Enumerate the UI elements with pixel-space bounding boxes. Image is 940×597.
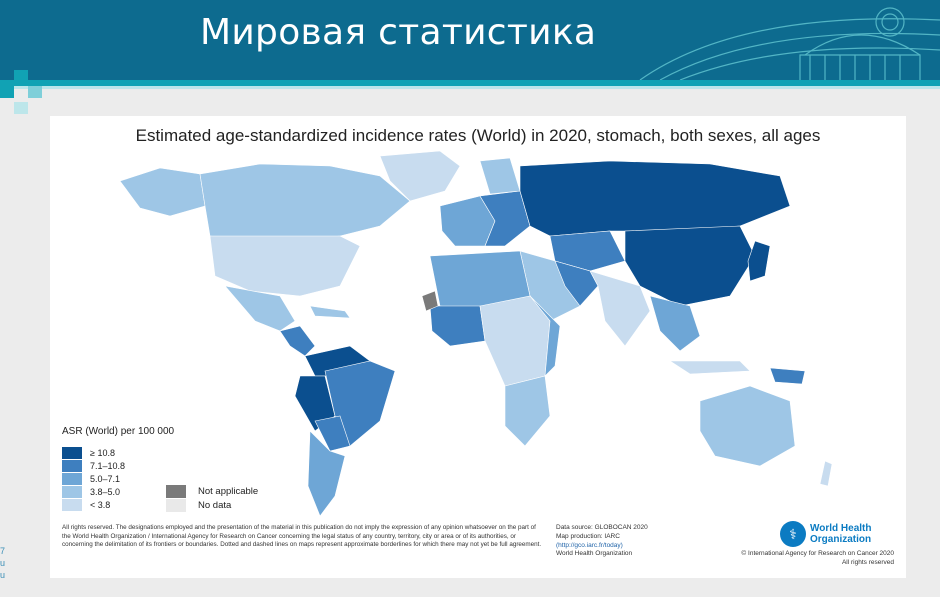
deco-square [14, 70, 28, 82]
legend-swatch [62, 473, 82, 485]
who-name: World Health Organization [810, 523, 871, 545]
region-new-zealand [819, 460, 833, 487]
legend-item: < 3.8 [62, 499, 110, 511]
region-south-asia [589, 270, 651, 347]
copyright: © International Agency for Research on C… [634, 549, 894, 567]
slide-title: Мировая статистика [200, 12, 597, 53]
region-japan-korea [747, 240, 771, 282]
left-edge-text: 7 u u [0, 545, 5, 581]
region-east-africa [529, 295, 561, 377]
region-central-america [279, 325, 316, 357]
legend-label: < 3.8 [90, 500, 111, 510]
source-line: Map production: IARC [556, 532, 620, 540]
legend-label: No data [198, 499, 232, 511]
legend-label: Not applicable [198, 485, 259, 497]
region-greenland [379, 150, 461, 202]
deco-square [28, 86, 42, 98]
legend-swatch [62, 447, 82, 459]
legend-item: 7.1–10.8 [62, 460, 125, 472]
legend-swatch [166, 484, 186, 498]
source-line: World Health Organization [556, 550, 633, 558]
copyright-line: All rights reserved [841, 559, 894, 566]
header-stripe-light [0, 86, 940, 89]
legend-swatch [62, 460, 82, 472]
legend-item: ≥ 10.8 [62, 447, 115, 459]
legend-label: 5.0–7.1 [90, 474, 121, 484]
region-indonesia [668, 360, 751, 375]
who-line: Organization [810, 534, 872, 545]
deco-square [14, 102, 28, 114]
legend-label: 3.8–5.0 [90, 487, 121, 497]
source-link[interactable]: (http://gco.iarc.fr/today) [556, 541, 623, 549]
region-scandinavia [479, 157, 521, 195]
header-band: Мировая статистика [0, 0, 940, 80]
legend-swatch [62, 499, 82, 511]
region-central-asia [549, 230, 626, 272]
legend-item: 5.0–7.1 [62, 473, 120, 485]
region-mexico [224, 285, 296, 332]
region-southern-africa [504, 375, 551, 447]
legend-title: ASR (World) per 100 000 [62, 426, 175, 437]
edge-char: u [0, 570, 6, 580]
world-choropleth-map [119, 150, 833, 517]
map-card: Estimated age-standardized incidence rat… [50, 116, 906, 578]
region-alaska [119, 167, 206, 217]
region-china-mongolia [624, 225, 756, 307]
legend-label: ≥ 10.8 [90, 448, 115, 458]
map-title: Estimated age-standardized incidence rat… [135, 126, 821, 145]
disclaimer-text: All rights reserved. The designations em… [62, 524, 542, 549]
deco-square [0, 86, 14, 98]
source-line: Data source: GLOBOCAN 2020 [556, 524, 648, 531]
region-west-africa [429, 305, 486, 347]
region-bolivia-paraguay [314, 415, 351, 452]
legend-swatch [62, 486, 82, 498]
region-canada [199, 163, 411, 242]
region-argentina-chile [307, 430, 346, 517]
region-western-sahara [421, 290, 439, 312]
data-source: Data source: GLOBOCAN 2020 Map productio… [556, 524, 706, 559]
who-line: World Health [810, 523, 872, 534]
edge-char: 7 [0, 546, 6, 556]
legend-not-applicable: Not applicable [166, 484, 259, 498]
who-emblem-icon: ⚕ [780, 521, 806, 547]
region-central-africa [479, 295, 551, 387]
region-southeast-asia [649, 295, 701, 352]
region-usa [209, 235, 361, 297]
region-papua [769, 367, 806, 385]
legend-item: 3.8–5.0 [62, 486, 120, 498]
copyright-line: © International Agency for Research on C… [741, 550, 894, 557]
edge-char: u [0, 558, 6, 568]
header-decoration-icon [639, 7, 940, 80]
legend-label: 7.1–10.8 [90, 461, 126, 471]
region-australia [699, 385, 796, 467]
region-russia [519, 160, 791, 237]
header-stripe [0, 80, 940, 86]
legend-no-data: No data [166, 498, 232, 512]
region-iran [554, 260, 599, 307]
legend-swatch [166, 498, 186, 512]
region-caribbean [309, 305, 351, 319]
who-logo-block: ⚕ World Health Organization [780, 521, 900, 549]
